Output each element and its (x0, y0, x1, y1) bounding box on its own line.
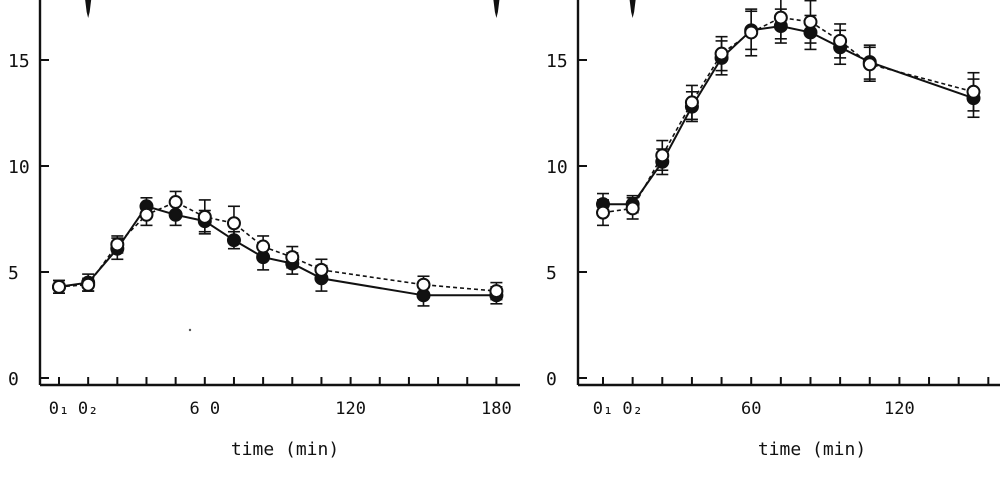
data-point-open (714, 46, 729, 61)
y-tick-label: 0 (546, 369, 557, 390)
y-tick-label: 10 (546, 157, 568, 178)
data-point-open (416, 277, 431, 292)
data-point-open (314, 262, 329, 277)
data-point-open (285, 250, 300, 265)
data-point-open (833, 33, 848, 48)
data-point-open (596, 205, 610, 220)
y-tick-label: 15 (546, 51, 568, 72)
x-tick-label: 0₂ (622, 399, 642, 419)
y-tick-label: 0 (8, 369, 19, 390)
data-point-open (625, 201, 640, 216)
data-point-open (773, 10, 788, 25)
data-point-open (226, 216, 241, 231)
data-point-open (52, 279, 66, 294)
data-point-open (139, 207, 154, 222)
data-point-open (684, 95, 699, 110)
data-point-open (197, 209, 212, 224)
y-tick-label: 15 (8, 51, 30, 72)
y-tick-label: 5 (546, 263, 557, 284)
arrow-marker (629, 0, 636, 18)
data-point-open (862, 57, 877, 72)
data-point-filled (168, 207, 183, 222)
arrow-marker (493, 0, 500, 18)
data-point-open (744, 25, 759, 40)
artifact-dot (188, 328, 192, 332)
x-tick-label: 120 (884, 399, 915, 419)
data-point-open (489, 284, 504, 299)
x-axis-label: time (min) (758, 439, 866, 460)
data-point-open (110, 237, 125, 252)
x-axis-label: time (min) (231, 439, 339, 460)
x-tick-label: 60 (741, 399, 761, 419)
x-tick-label: 0₁ (49, 399, 69, 419)
arrow-marker (85, 0, 92, 18)
data-point-filled (226, 233, 241, 248)
series-line-filled (58, 205, 497, 297)
data-point-open (168, 195, 183, 210)
series-line-open (58, 201, 497, 292)
x-tick-label: 0₁ (593, 399, 613, 419)
series-line-filled (603, 25, 974, 206)
x-tick-label: 180 (481, 399, 512, 419)
data-point-open (256, 239, 271, 254)
data-point-open (81, 277, 96, 292)
data-point-open (966, 84, 981, 99)
data-point-open (655, 148, 670, 163)
x-tick-label: 120 (335, 399, 366, 419)
x-tick-label: 6 0 (189, 399, 220, 419)
panel-left: 0 5 10 15 0₁ 0₂ 6 0 120 180 time (min) (8, 0, 520, 460)
y-tick-label: 10 (8, 157, 30, 178)
y-tick-label: 5 (8, 263, 19, 284)
panel-right: 0 5 10 15 0₁ 0₂ 60 120 time (min) (546, 0, 1000, 460)
data-point-open (803, 14, 818, 29)
series-line-open (602, 16, 974, 214)
x-tick-label: 0₂ (78, 399, 98, 419)
